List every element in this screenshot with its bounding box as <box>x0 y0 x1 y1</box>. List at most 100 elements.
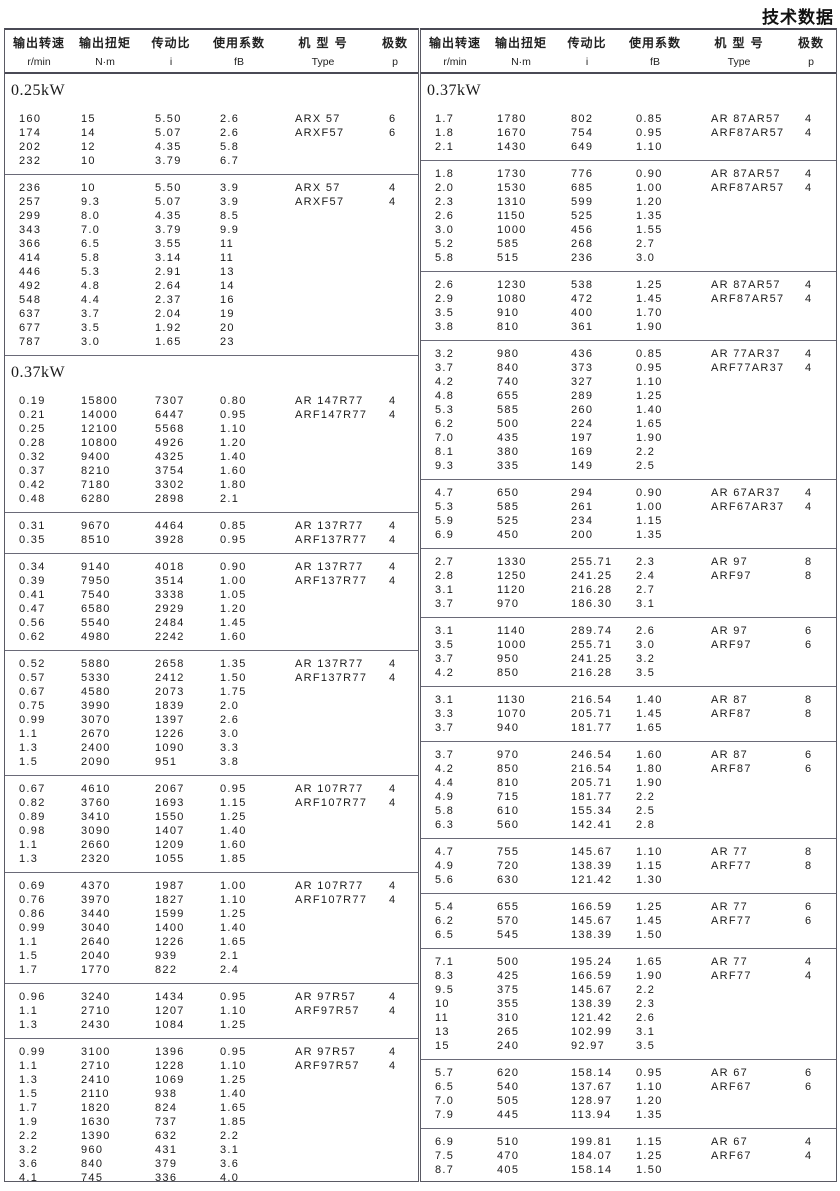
cell-ratio: 289.74 <box>571 625 613 637</box>
cell-type: ARF87AR57 <box>711 182 785 194</box>
table-row: 5.3 585 261 1.00 ARF67AR37 4 <box>421 500 836 514</box>
header-label: 输出转速 <box>428 36 481 50</box>
cell-ratio: 113.94 <box>571 1109 612 1121</box>
cell-ratio: 336 <box>155 1172 178 1184</box>
cell-output-torque: 355 <box>497 998 520 1010</box>
cell-poles: 8 <box>805 556 813 568</box>
table-row: 4.2 850 216.28 3.5 <box>421 666 836 680</box>
table-row: 8.1 380 169 2.2 <box>421 445 836 459</box>
cell-output-speed: 0.25 <box>19 423 46 435</box>
cell-output-torque: 655 <box>497 901 520 913</box>
cell-output-torque: 2710 <box>81 1005 111 1017</box>
cell-ratio: 599 <box>571 196 594 208</box>
cell-output-speed: 5.3 <box>435 404 455 416</box>
cell-ratio: 205.71 <box>571 777 613 789</box>
table-row: 7.1 500 195.24 1.65 AR 77 4 <box>421 955 836 969</box>
table-row: 1.8 1730 776 0.90 AR 87AR57 4 <box>421 167 836 181</box>
cell-output-torque: 8510 <box>81 534 111 546</box>
power-rating-label: 0.37kW <box>427 82 482 99</box>
table-row: 5.7 620 158.14 0.95 AR 67 6 <box>421 1066 836 1080</box>
cell-service-factor: 1.65 <box>636 418 663 430</box>
cell-output-speed: 299 <box>19 210 42 222</box>
cell-service-factor: 1.40 <box>636 404 663 416</box>
cell-output-speed: 2.6 <box>435 210 455 222</box>
cell-poles: 4 <box>805 970 813 982</box>
cell-type: ARF77 <box>711 970 752 982</box>
cell-ratio: 1407 <box>155 825 185 837</box>
cell-poles: 8 <box>805 708 813 720</box>
cell-type: AR 67AR37 <box>711 487 781 499</box>
cell-poles: 4 <box>389 658 397 670</box>
cell-ratio: 1055 <box>155 853 185 865</box>
header-output-speed: 输出转速 r/min <box>425 34 485 68</box>
cell-ratio: 121.42 <box>571 1012 613 1024</box>
cell-poles: 4 <box>805 127 813 139</box>
cell-ratio: 142.41 <box>571 819 613 831</box>
cell-output-torque: 9670 <box>81 520 111 532</box>
cell-output-speed: 5.9 <box>435 515 455 527</box>
cell-service-factor: 0.95 <box>220 991 247 1003</box>
table-row: 160 15 5.50 2.6 ARX 57 6 <box>5 112 418 126</box>
cell-service-factor: 2.3 <box>636 998 656 1010</box>
cell-service-factor: 1.40 <box>220 451 247 463</box>
cell-service-factor: 0.95 <box>636 362 663 374</box>
cell-poles: 4 <box>389 880 397 892</box>
cell-output-speed: 0.86 <box>19 908 46 920</box>
cell-output-speed: 160 <box>19 113 42 125</box>
cell-type: ARF97 <box>711 570 752 582</box>
cell-poles: 8 <box>805 846 813 858</box>
cell-output-torque: 1330 <box>497 556 527 568</box>
cell-service-factor: 0.95 <box>220 409 247 421</box>
cell-ratio: 216.54 <box>571 763 613 775</box>
cell-output-speed: 5.6 <box>435 874 455 886</box>
header-poles: 极数 p <box>377 34 413 68</box>
cell-ratio: 1400 <box>155 922 185 934</box>
cell-ratio: 216.28 <box>571 667 613 679</box>
table-row: 0.96 3240 1434 0.95 AR 97R57 4 <box>5 990 418 1004</box>
cell-ratio: 234 <box>571 515 594 527</box>
table-row: 366 6.5 3.55 11 <box>5 237 418 251</box>
header-service-factor: 使用系数 fB <box>625 34 685 68</box>
cell-poles: 4 <box>389 561 397 573</box>
cell-service-factor: 3.0 <box>636 639 656 651</box>
cell-type: AR 97 <box>711 556 749 568</box>
cell-service-factor: 20 <box>220 322 235 334</box>
table-row: 1.5 2110 938 1.40 <box>5 1087 418 1101</box>
cell-output-speed: 257 <box>19 196 42 208</box>
gear-group: 160 15 5.50 2.6 ARX 57 6 174 14 5.07 2.6 ARXF57 6 20… <box>5 106 418 175</box>
cell-service-factor: 2.7 <box>636 238 656 250</box>
header-service-factor: 使用系数 fB <box>209 34 269 68</box>
header-unit: i <box>169 56 173 68</box>
cell-ratio: 241.25 <box>571 570 613 582</box>
cell-poles: 4 <box>389 797 397 809</box>
cell-output-torque: 7.0 <box>81 224 101 236</box>
cell-service-factor: 0.95 <box>220 783 247 795</box>
cell-output-torque: 12 <box>81 141 96 153</box>
cell-ratio: 158.14 <box>571 1164 613 1176</box>
cell-ratio: 2929 <box>155 603 185 615</box>
cell-service-factor: 1.50 <box>636 1164 663 1176</box>
cell-type: AR 67 <box>711 1067 749 1079</box>
cell-output-torque: 2400 <box>81 742 111 754</box>
gear-group: 7.1 500 195.24 1.65 AR 77 4 8.3 425 166.59 1.90 AR… <box>421 949 836 1060</box>
cell-service-factor: 2.4 <box>636 570 656 582</box>
cell-ratio: 3.79 <box>155 155 182 167</box>
gear-group: 0.19 15800 7307 0.80 AR 147R77 4 0.21 14000 6447… <box>5 388 418 513</box>
cell-output-speed: 4.8 <box>435 390 455 402</box>
cell-ratio: 1693 <box>155 797 185 809</box>
cell-ratio: 951 <box>155 756 178 768</box>
cell-ratio: 268 <box>571 238 594 250</box>
table-row: 637 3.7 2.04 19 <box>5 307 418 321</box>
table-row: 3.5 1000 255.71 3.0 ARF97 6 <box>421 638 836 652</box>
cell-output-torque: 1530 <box>497 182 527 194</box>
cell-output-torque: 2710 <box>81 1060 111 1072</box>
cell-type: AR 87AR57 <box>711 279 781 291</box>
cell-type: AR 87 <box>711 749 749 761</box>
cell-output-speed: 0.99 <box>19 922 46 934</box>
cell-service-factor: 0.90 <box>636 487 663 499</box>
cell-service-factor: 1.60 <box>220 839 247 851</box>
cell-output-speed: 787 <box>19 336 42 348</box>
cell-type: AR 77 <box>711 901 749 913</box>
cell-output-torque: 5330 <box>81 672 111 684</box>
cell-service-factor: 1.10 <box>636 376 663 388</box>
